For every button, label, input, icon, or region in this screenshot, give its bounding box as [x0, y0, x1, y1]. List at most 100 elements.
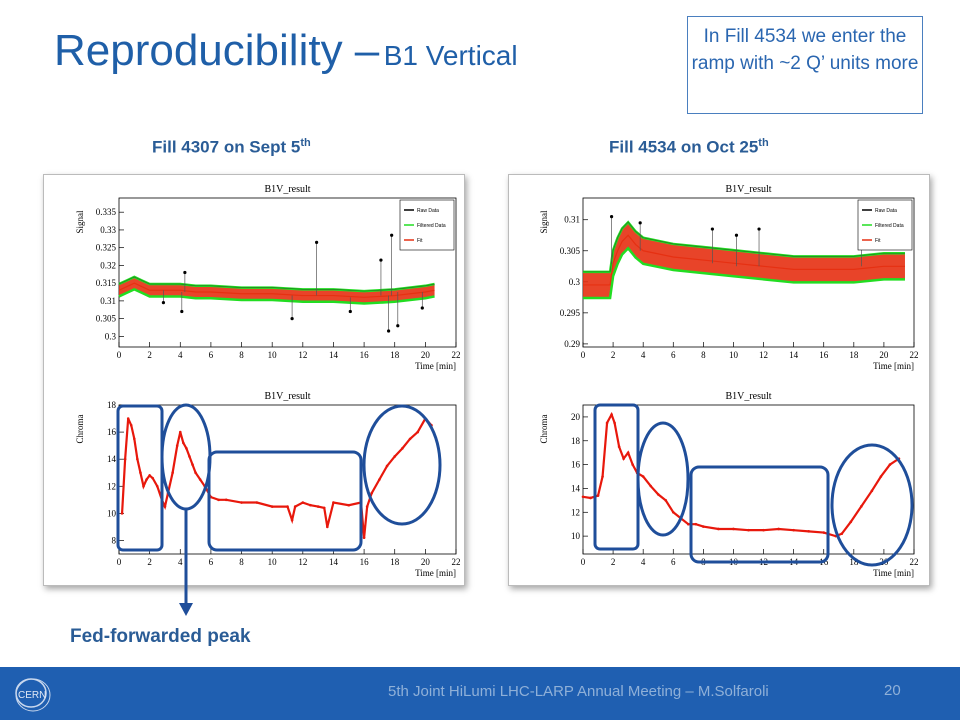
data-point	[777, 527, 780, 531]
data-point	[224, 498, 228, 502]
data-point	[148, 474, 151, 477]
x-tick-label: 4	[641, 350, 646, 360]
data-point	[290, 518, 294, 522]
data-point	[178, 430, 182, 434]
raw-data-point	[290, 317, 294, 321]
data-point	[163, 505, 167, 508]
cern-logo: CERN	[8, 671, 58, 722]
data-point	[198, 478, 202, 481]
x-tick-label: 6	[671, 350, 676, 360]
y-tick-label: 12	[571, 507, 580, 517]
page-number: 20	[884, 682, 901, 699]
fill-4534-charts: B1V_result Signal Time [min] 0 2 4 6 8 10 12 14 16 1…	[539, 184, 919, 578]
data-point	[393, 455, 397, 458]
y-axis-label: Signal	[75, 210, 85, 234]
x-tick-label: 2	[611, 350, 616, 360]
data-point	[347, 503, 351, 507]
x-tick-label: 22	[910, 350, 919, 360]
raw-data-point	[609, 215, 614, 219]
x-tick-label: 18	[849, 557, 859, 567]
y-tick-label: 14	[107, 454, 117, 464]
data-point	[133, 437, 136, 441]
chart-title: B1V_result	[725, 391, 771, 402]
y-tick-label: 16	[107, 427, 117, 437]
x-tick-label: 10	[729, 350, 739, 360]
footer-bar	[0, 667, 960, 720]
x-tick-label: 0	[117, 350, 122, 360]
data-point	[605, 421, 609, 425]
x-tick-label: 4	[178, 350, 183, 360]
y-tick-label: 0.29	[564, 339, 580, 349]
x-tick-label: 0	[581, 557, 586, 567]
data-point	[326, 525, 329, 529]
y-tick-label: 0.335	[96, 207, 117, 217]
data-point	[430, 424, 433, 427]
x-tick-label: 2	[611, 557, 616, 567]
x-tick-label: 14	[789, 350, 799, 360]
raw-data-point	[420, 306, 424, 310]
x-tick-label: 0	[581, 350, 586, 360]
fill-4534-label-sup: th	[758, 137, 769, 149]
data-point	[139, 471, 142, 475]
raw-data-point	[390, 233, 394, 237]
data-point	[120, 512, 124, 515]
x-tick-label: 12	[759, 350, 768, 360]
data-point	[840, 532, 844, 536]
data-point	[185, 447, 188, 450]
data-point	[255, 501, 259, 504]
data-point	[408, 437, 412, 441]
y-tick-label: 12	[107, 481, 116, 491]
x-tick-label: 16	[360, 350, 370, 360]
data-point	[687, 522, 690, 526]
raw-data-edge	[118, 276, 435, 292]
raw-data-edge	[583, 221, 905, 273]
data-point	[155, 484, 159, 488]
raw-data-point	[734, 233, 739, 237]
x-tick-label: 18	[390, 557, 400, 567]
x-tick-label: 8	[239, 557, 244, 567]
y-tick-label: 0.315	[96, 278, 117, 288]
y-tick-label: 0.31	[100, 296, 116, 306]
raw-data-point	[638, 221, 642, 225]
filtered-data-lower	[583, 246, 905, 300]
raw-data-point	[180, 309, 184, 314]
data-point	[694, 522, 698, 526]
data-point	[581, 495, 585, 499]
fill-4534-label-text: Fill 4534 on Oct 25	[609, 137, 759, 157]
y-tick-label: 18	[571, 436, 581, 446]
data-point	[601, 475, 604, 478]
data-point	[286, 505, 289, 508]
series-line	[583, 234, 905, 286]
x-tick-label: 22	[910, 557, 919, 567]
data-point	[589, 496, 592, 500]
y-tick-label: 14	[571, 483, 581, 493]
plot-frame	[582, 404, 915, 555]
data-point	[834, 534, 838, 538]
x-tick-label: 14	[329, 350, 339, 360]
chart-title: B1V_result	[264, 391, 310, 402]
data-point	[309, 503, 312, 507]
chart-3: B1V_result Chroma Time [min] 0 2 4 6 8 10 12 14 16 1…	[539, 391, 919, 578]
y-tick-label: 10	[107, 508, 117, 518]
x-tick-label: 8	[701, 557, 706, 567]
legend-raw-label: Raw Data	[417, 208, 439, 214]
data-point	[807, 530, 810, 533]
data-point	[416, 430, 420, 434]
data-point	[717, 527, 720, 531]
y-axis-label: Signal	[539, 210, 549, 234]
x-tick-label: 20	[421, 350, 431, 360]
annotation-arrow-head	[179, 603, 193, 616]
x-tick-label: 2	[147, 350, 152, 360]
data-point	[664, 499, 668, 502]
data-point	[209, 495, 213, 499]
x-tick-label: 16	[819, 350, 829, 360]
chart-title: B1V_result	[725, 184, 771, 195]
data-point	[888, 463, 892, 466]
legend-filtered-label: Filtered Data	[417, 223, 446, 229]
data-point	[870, 489, 874, 493]
x-tick-label: 8	[239, 350, 244, 360]
chart-2: B1V_result Signal Time [min] 0 2 4 6 8 10 12 14 16 1…	[539, 184, 919, 371]
data-point	[359, 501, 363, 504]
data-point	[136, 457, 139, 461]
cern-logo-text: CERN	[18, 690, 46, 701]
